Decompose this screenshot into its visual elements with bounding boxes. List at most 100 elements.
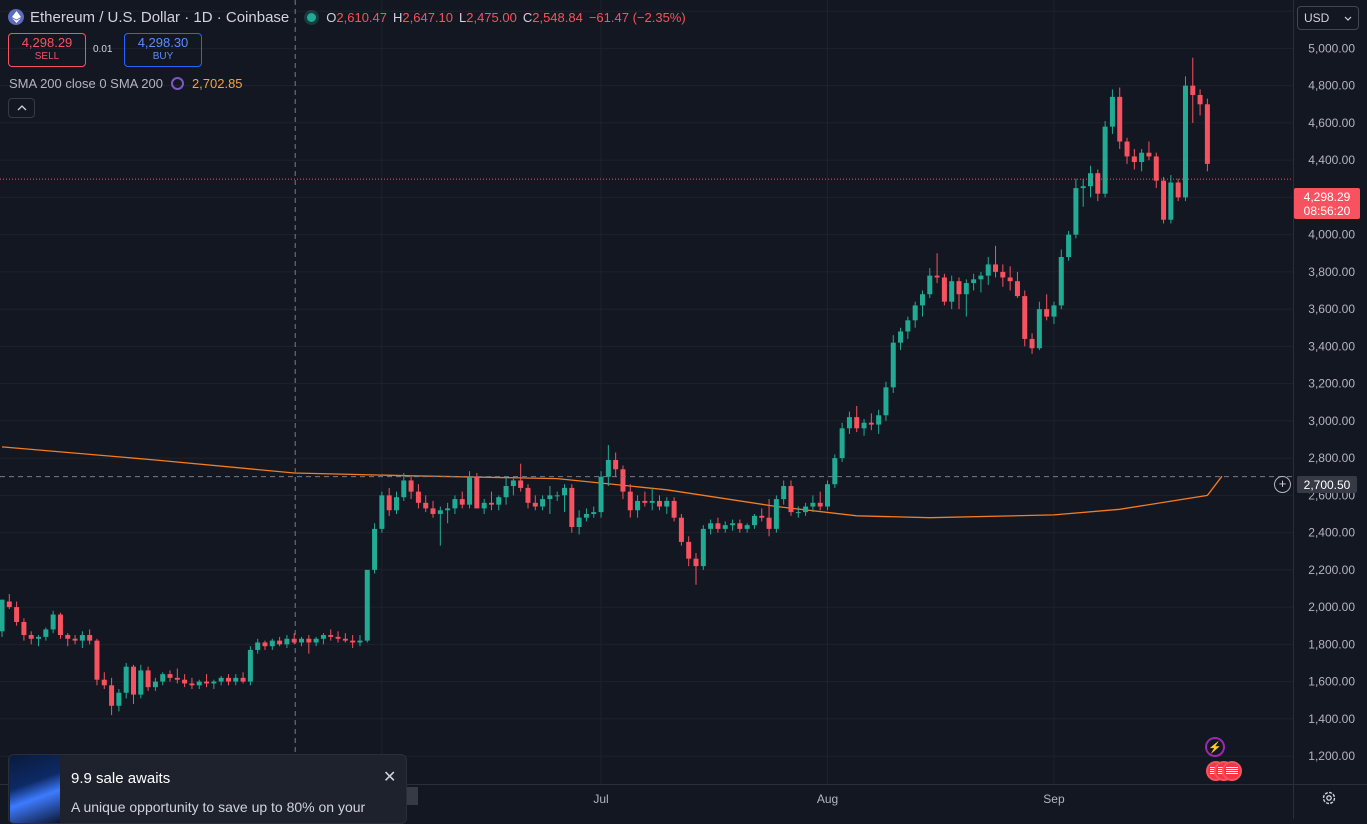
candle bbox=[766, 499, 772, 537]
candle bbox=[145, 666, 151, 691]
collapse-legend-button[interactable] bbox=[8, 98, 35, 118]
candle-body bbox=[116, 692, 122, 706]
candle-body bbox=[445, 508, 451, 511]
sma-legend[interactable]: SMA 200 close 0 SMA 200 2,702.85 bbox=[9, 76, 243, 91]
candles bbox=[0, 57, 1210, 716]
candle bbox=[1058, 249, 1064, 310]
candle-body bbox=[364, 569, 370, 641]
candle-body bbox=[803, 506, 809, 513]
candle-body bbox=[1029, 338, 1035, 349]
candle-body bbox=[510, 480, 516, 487]
price-tick-label: 1,800.00 bbox=[1308, 637, 1355, 651]
candle-body bbox=[357, 640, 363, 643]
candle bbox=[868, 413, 874, 431]
sell-label: SELL bbox=[34, 51, 60, 62]
candle bbox=[773, 495, 779, 533]
candle bbox=[320, 633, 326, 645]
high-label: H bbox=[393, 9, 403, 25]
candle-body bbox=[350, 640, 356, 643]
gear-icon[interactable] bbox=[1321, 790, 1337, 806]
candle bbox=[364, 569, 370, 643]
symbol-title[interactable]: Ethereum / U.S. Dollar · 1D · Coinbase bbox=[30, 8, 290, 26]
candle bbox=[1146, 141, 1152, 161]
candle-body bbox=[152, 681, 158, 688]
economic-events[interactable] bbox=[1206, 761, 1250, 781]
candle bbox=[437, 506, 443, 546]
high-value: 2,647.10 bbox=[402, 9, 453, 25]
price-axis[interactable]: 1,200.00 1,400.00 1,600.00 1,800.00 2,000.00… bbox=[1293, 0, 1356, 819]
candle bbox=[562, 484, 568, 513]
us-flag-icon[interactable] bbox=[1222, 761, 1242, 781]
candle bbox=[189, 677, 195, 690]
candle bbox=[291, 633, 297, 645]
candle bbox=[795, 506, 801, 518]
candle bbox=[0, 599, 5, 637]
candle-body bbox=[130, 666, 136, 695]
candle-body bbox=[437, 510, 443, 514]
candle bbox=[583, 508, 589, 522]
candle-body bbox=[949, 281, 955, 302]
candle-body bbox=[299, 638, 305, 643]
currency-select[interactable]: USD bbox=[1297, 6, 1359, 30]
candle bbox=[481, 499, 487, 514]
close-value: 2,548.84 bbox=[532, 9, 583, 25]
candle-body bbox=[1175, 182, 1181, 198]
add-alert-plus-icon[interactable]: + bbox=[1274, 476, 1291, 493]
candle bbox=[1088, 165, 1094, 198]
buy-button[interactable]: 4,298.30 BUY bbox=[124, 33, 202, 67]
candle bbox=[1109, 89, 1115, 135]
lightning-icon[interactable]: ⚡ bbox=[1205, 737, 1225, 757]
candle bbox=[949, 275, 955, 310]
candle bbox=[1095, 169, 1101, 202]
promo-popup[interactable]: 9.9 sale awaits A unique opportunity to … bbox=[8, 754, 407, 824]
price-tick-label: 4,000.00 bbox=[1308, 228, 1355, 242]
sell-button[interactable]: 4,298.29 SELL bbox=[8, 33, 86, 67]
sma-200-line bbox=[1, 446, 1223, 519]
candle-body bbox=[919, 294, 925, 306]
candle-body bbox=[540, 499, 546, 507]
candle-body bbox=[664, 500, 670, 507]
candle bbox=[496, 495, 502, 511]
candle bbox=[401, 473, 407, 501]
candle bbox=[1197, 89, 1203, 116]
candle-body bbox=[861, 422, 867, 429]
candle bbox=[430, 500, 436, 518]
candle-body bbox=[883, 387, 889, 416]
candle-body bbox=[963, 283, 969, 295]
candle-body bbox=[941, 277, 947, 302]
candle bbox=[152, 677, 158, 691]
candle-body bbox=[109, 685, 115, 706]
candle-body bbox=[1131, 156, 1137, 163]
candle-body bbox=[956, 281, 962, 295]
candle bbox=[386, 487, 392, 516]
candle bbox=[474, 473, 480, 509]
candle-body bbox=[36, 636, 42, 639]
candle-body bbox=[839, 428, 845, 459]
candle-body bbox=[554, 495, 560, 497]
promo-title: 9.9 sale awaits bbox=[71, 770, 171, 787]
candle-body bbox=[890, 342, 896, 388]
candle-body bbox=[145, 670, 151, 688]
candle-body bbox=[335, 636, 341, 639]
candle bbox=[547, 486, 553, 514]
candle-body bbox=[1146, 152, 1152, 157]
candle-body bbox=[94, 640, 100, 680]
candle-body bbox=[189, 683, 195, 686]
candle-body bbox=[415, 491, 421, 503]
candle bbox=[1161, 176, 1167, 224]
candle-body bbox=[518, 480, 524, 488]
candle-body bbox=[430, 508, 436, 514]
close-icon[interactable]: ✕ bbox=[383, 769, 397, 786]
promo-image bbox=[10, 755, 60, 823]
candle bbox=[934, 253, 940, 284]
candle bbox=[313, 636, 319, 647]
candle bbox=[598, 471, 604, 518]
candle-body bbox=[985, 264, 991, 276]
chart-overlays bbox=[0, 0, 1293, 784]
candle-body bbox=[562, 487, 568, 496]
candle bbox=[503, 476, 509, 505]
candle bbox=[1131, 148, 1137, 170]
candle bbox=[1139, 148, 1145, 172]
symbol-header[interactable]: Ethereum / U.S. Dollar · 1D · Coinbase O… bbox=[8, 7, 686, 27]
